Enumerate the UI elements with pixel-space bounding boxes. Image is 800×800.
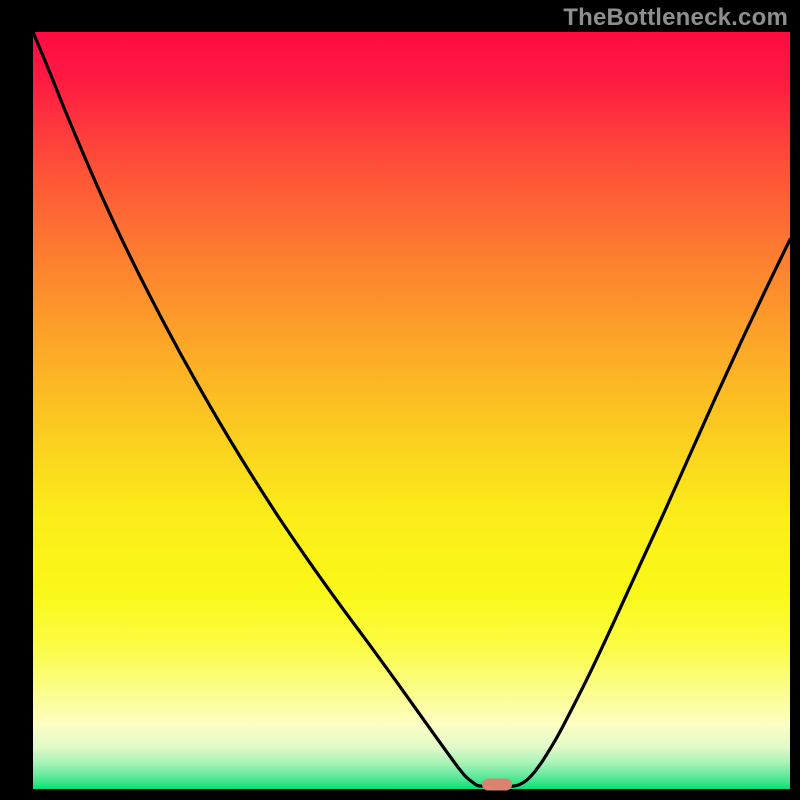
chart-container: TheBottleneck.com — [0, 0, 800, 800]
optimum-marker — [482, 778, 512, 790]
bottleneck-chart — [0, 0, 800, 800]
gradient-background — [33, 32, 790, 789]
watermark-text: TheBottleneck.com — [563, 4, 788, 32]
